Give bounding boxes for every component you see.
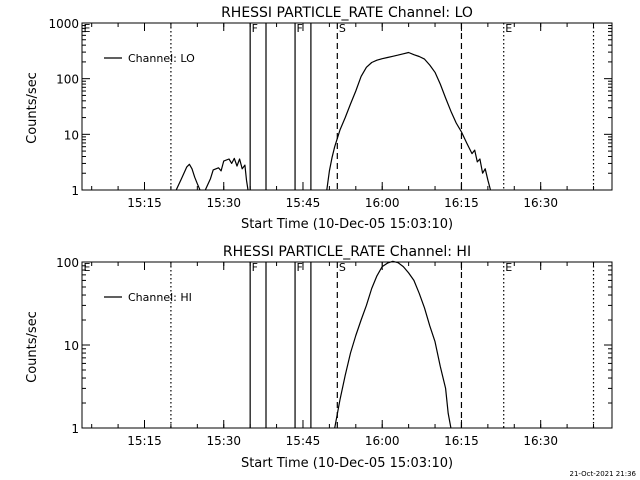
time-marker-label: F [297, 22, 303, 35]
time-marker-label: F [252, 22, 258, 35]
x-tick-label: 15:30 [206, 434, 241, 448]
plot-frame [81, 261, 613, 429]
hi-channel-plot: RHESSI PARTICLE_RATE Channel: HI Start T… [25, 244, 613, 471]
y-tick-label: 100 [56, 73, 79, 87]
y-tick-label: 1 [71, 184, 79, 198]
time-marker-label: E [84, 261, 91, 274]
time-marker-label: S [339, 261, 346, 274]
chart-title: RHESSI PARTICLE_RATE Channel: HI [223, 244, 471, 260]
lo-channel-plot: RHESSI PARTICLE_RATE Channel: LO Start T… [25, 5, 613, 232]
data-line [175, 163, 201, 191]
x-tick-label: 16:15 [444, 196, 479, 210]
plot-frame [81, 22, 613, 191]
x-tick-label: 15:15 [127, 434, 162, 448]
x-tick-label: 16:30 [523, 196, 558, 210]
x-tick-label: 15:15 [127, 196, 162, 210]
legend-label: Channel: HI [128, 291, 192, 304]
x-tick-label: 16:00 [365, 196, 400, 210]
time-marker-label: E [505, 22, 512, 35]
legend-label: Channel: LO [128, 52, 195, 65]
y-tick-label: 1 [71, 422, 79, 436]
chart-title: RHESSI PARTICLE_RATE Channel: LO [221, 5, 473, 21]
x-tick-label: 15:30 [206, 196, 241, 210]
y-tick-label: 10 [64, 128, 79, 142]
y-tick-label: 1000 [48, 17, 79, 31]
time-marker-label: F [297, 261, 303, 274]
time-marker-label: E [84, 22, 91, 35]
x-tick-label: 16:30 [523, 434, 558, 448]
footer-timestamp: 21-Oct-2021 21:36 [570, 470, 637, 478]
x-tick-label: 15:45 [286, 196, 321, 210]
x-axis-label: Start Time (10-Dec-05 15:03:10) [241, 217, 453, 232]
data-line [204, 157, 249, 191]
time-marker-label: F [252, 261, 258, 274]
y-axis-label: Counts/sec [25, 72, 40, 144]
time-marker-label: E [505, 261, 512, 274]
x-axis-label: Start Time (10-Dec-05 15:03:10) [241, 456, 453, 471]
y-axis-label: Counts/sec [25, 311, 40, 383]
time-marker-label: S [339, 22, 346, 35]
x-tick-label: 15:45 [286, 434, 321, 448]
data-line [326, 51, 492, 191]
x-tick-label: 16:00 [365, 434, 400, 448]
y-tick-label: 100 [56, 256, 79, 270]
x-tick-label: 16:15 [444, 434, 479, 448]
data-line [334, 260, 452, 429]
y-tick-label: 10 [64, 339, 79, 353]
